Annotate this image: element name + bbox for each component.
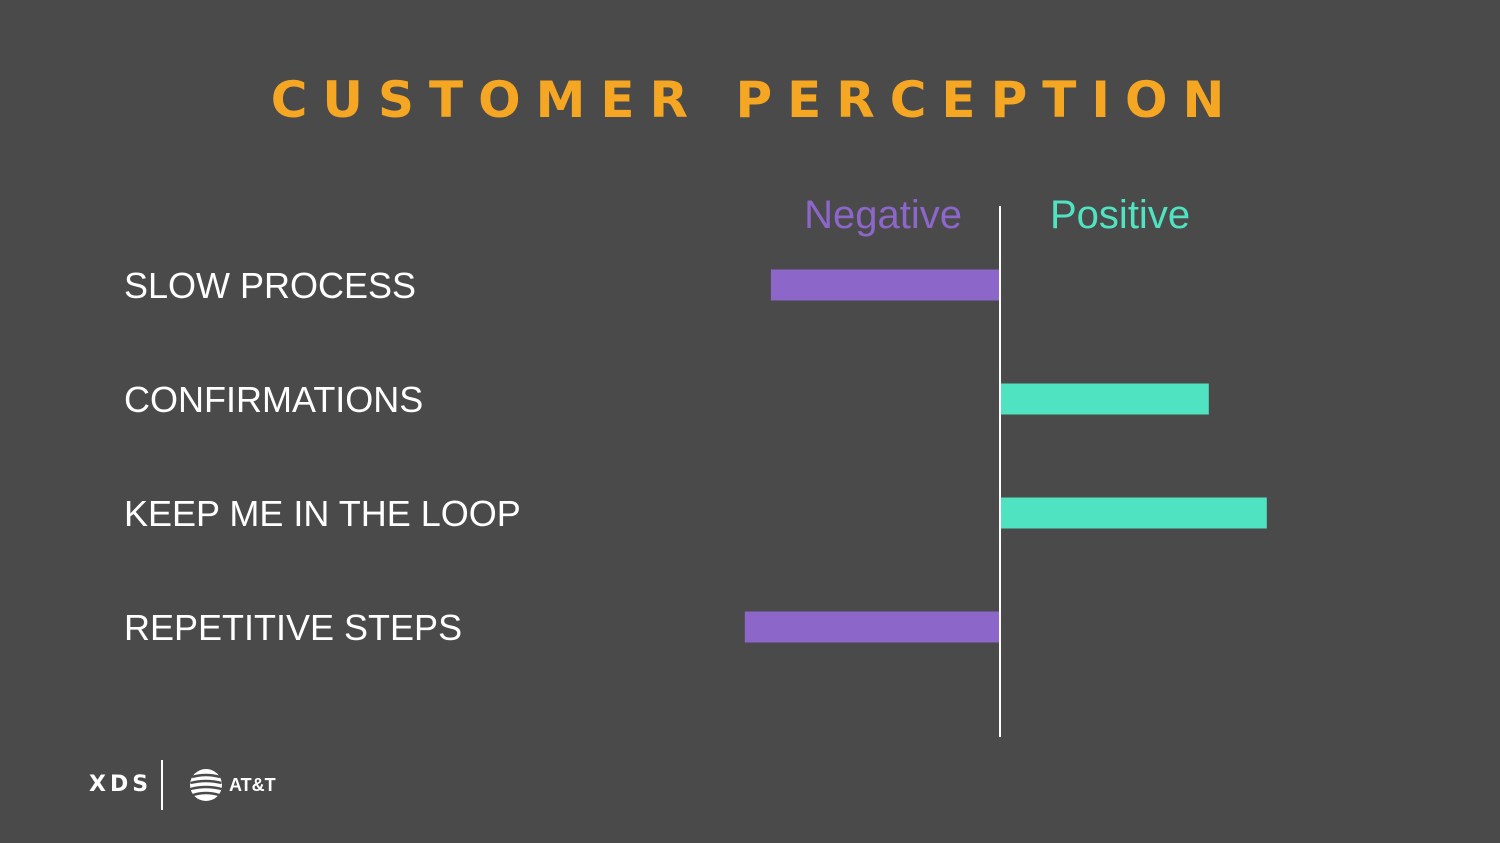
footer-divider: [161, 760, 163, 810]
xds-logo: XDS: [89, 772, 153, 797]
bar-negative: [770, 269, 1000, 301]
category-label: SLOW PROCESS: [124, 265, 416, 306]
bar-positive: [1000, 497, 1267, 529]
category-label: KEEP ME IN THE LOOP: [124, 493, 521, 534]
axis-label-positive: Positive: [1050, 193, 1190, 237]
att-globe-icon: [190, 769, 222, 801]
axis-label-negative: Negative: [804, 193, 962, 237]
att-logo-text: AT&T: [229, 775, 276, 795]
bar-negative: [744, 611, 1000, 643]
slide-title: CUSTOMER PERCEPTION: [270, 71, 1240, 129]
category-label: REPETITIVE STEPS: [124, 607, 462, 648]
footer: XDS AT&T: [0, 760, 400, 810]
category-label: CONFIRMATIONS: [124, 379, 423, 420]
bar-positive: [1000, 383, 1209, 415]
